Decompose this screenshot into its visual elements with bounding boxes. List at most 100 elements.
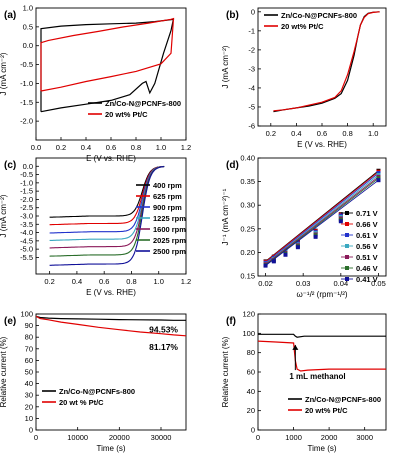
y-tick-label: 0.25 bbox=[240, 224, 255, 233]
y-tick-label: 60 bbox=[25, 356, 33, 365]
y-tick-label: 1.0 bbox=[23, 4, 33, 13]
y-tick-label: 30 bbox=[25, 391, 33, 400]
x-tick-label: 0.8 bbox=[131, 143, 141, 152]
annotation-arrowhead bbox=[292, 344, 299, 350]
legend-label: Zn/Co-N@PCNFs-800 bbox=[59, 387, 135, 396]
x-tick-label: 0.8 bbox=[342, 129, 352, 138]
y-tick-label: -6 bbox=[248, 122, 255, 131]
x-tick-label: 20000 bbox=[109, 433, 130, 442]
y-tick-label: 90 bbox=[25, 321, 33, 330]
y-tick-label: 100 bbox=[20, 310, 33, 319]
y-tick-label: -0.5 bbox=[20, 60, 33, 69]
annotation-label: 1 mL methanol bbox=[289, 372, 345, 381]
series-line bbox=[258, 340, 386, 372]
data-point bbox=[263, 263, 268, 268]
y-tick-label: 0.0 bbox=[23, 41, 33, 50]
y-tick-label: 60 bbox=[247, 368, 255, 377]
y-tick-label: -3.0 bbox=[20, 212, 33, 221]
x-tick-label: 0.6 bbox=[317, 129, 327, 138]
y-tick-label: 40 bbox=[247, 387, 255, 396]
y-tick-label: 0.5 bbox=[23, 22, 33, 31]
legend-label: 1600 rpm bbox=[153, 225, 186, 234]
data-point bbox=[376, 178, 381, 183]
panel-4: (e) 0 10000 20000 30000 0 10 20 30 40 50 60 70 80 90 10… bbox=[0, 310, 187, 453]
panel-3: (d) 0.02 0.03 0.04 0.05 0.15 0.20 0.25 0.30 0.35 0… bbox=[221, 154, 387, 299]
y-tick-label: -1.0 bbox=[20, 178, 33, 187]
legend-label: Zn/Co-N@PCNFs-800 bbox=[281, 11, 357, 20]
x-tick-label: 1.0 bbox=[368, 129, 378, 138]
legend-label: 0.51 V bbox=[356, 253, 378, 262]
x-tick-label: 1.0 bbox=[154, 277, 164, 286]
x-tick-label: 0.0 bbox=[31, 143, 41, 152]
fit-line bbox=[265, 177, 379, 266]
legend-label: 625 rpm bbox=[153, 192, 182, 201]
y-tick-label: -4 bbox=[248, 83, 255, 92]
legend-label: 20 wt% Pt/C bbox=[305, 406, 348, 415]
x-tick-label: 1.2 bbox=[181, 277, 191, 286]
data-point bbox=[338, 219, 343, 224]
legend-label: 0.71 V bbox=[356, 209, 378, 218]
x-tick-label: 0 bbox=[256, 433, 260, 442]
y-tick-label: 0.20 bbox=[240, 248, 255, 257]
x-axis-label: E (V vs. RHE) bbox=[86, 154, 136, 163]
y-tick-label: -2.0 bbox=[20, 117, 33, 126]
data-point bbox=[271, 259, 276, 264]
legend-label: 400 rpm bbox=[153, 181, 182, 190]
x-axis-label: Time (s) bbox=[307, 444, 336, 453]
panel-label: (c) bbox=[4, 160, 16, 171]
data-point bbox=[283, 252, 288, 257]
x-tick-label: 0.02 bbox=[258, 279, 273, 288]
x-tick-label: 3000 bbox=[356, 433, 373, 442]
x-tick-label: 0.05 bbox=[371, 279, 386, 288]
y-tick-label: 120 bbox=[242, 310, 255, 319]
series-line bbox=[40, 17, 175, 92]
series-line bbox=[40, 18, 175, 113]
x-tick-label: 0.2 bbox=[56, 143, 66, 152]
x-tick-label: 0.6 bbox=[106, 143, 116, 152]
y-tick-label: 0.40 bbox=[240, 154, 255, 163]
y-tick-label: -1.0 bbox=[20, 79, 33, 88]
y-tick-label: 10 bbox=[25, 414, 33, 423]
y-tick-label: 0.30 bbox=[240, 201, 255, 210]
y-tick-label: 0.0 bbox=[23, 162, 33, 171]
legend-label: 0.61 V bbox=[356, 231, 378, 240]
y-axis-label: J⁻¹ (mA cm⁻²)⁻¹ bbox=[221, 188, 230, 245]
y-tick-label: -2 bbox=[248, 45, 255, 54]
x-tick-label: 0.6 bbox=[99, 277, 109, 286]
y-tick-label: -5 bbox=[248, 102, 255, 111]
y-tick-label: 0.35 bbox=[240, 177, 255, 186]
series-line bbox=[258, 333, 386, 338]
legend-label: 20 wt% Pt/C bbox=[105, 110, 148, 119]
y-tick-label: 40 bbox=[25, 379, 33, 388]
y-tick-label: -5.5 bbox=[20, 253, 33, 262]
y-axis-label: Relative current (%) bbox=[0, 336, 8, 407]
panel-label: (a) bbox=[4, 10, 16, 21]
x-axis-label: ω⁻¹/² (rpm⁻¹/²) bbox=[296, 290, 347, 299]
panel-2: (c)0.2 0.4 0.6 0.8 1.0 1.2-5.5-5.0-4.5-4.0-3.… bbox=[0, 157, 191, 297]
plot-area bbox=[263, 168, 381, 268]
x-tick-label: 30000 bbox=[151, 433, 172, 442]
series-line bbox=[49, 165, 165, 249]
y-tick-label: -1.5 bbox=[20, 98, 33, 107]
panel-label: (d) bbox=[226, 160, 239, 171]
legend-label: 0.41 V bbox=[356, 275, 378, 284]
data-point bbox=[295, 245, 300, 250]
y-tick-label: -3.5 bbox=[20, 220, 33, 229]
x-tick-label: 1.2 bbox=[181, 143, 191, 152]
legend-label: Zn/Co-N@PCNFs-800 bbox=[105, 99, 181, 108]
y-tick-label: 0 bbox=[251, 7, 255, 16]
x-tick-label: 0 bbox=[34, 433, 38, 442]
plot-area bbox=[273, 11, 380, 113]
x-tick-label: 0.4 bbox=[81, 143, 91, 152]
plot-area bbox=[258, 333, 386, 372]
x-axis-label: E (V vs. RHE) bbox=[86, 288, 136, 297]
legend-label: 0.56 V bbox=[356, 242, 378, 251]
fit-line bbox=[265, 176, 379, 265]
panel-1: (b) 0.2 0.4 0.6 0.8 1.0 -6 -5 -4 -3 -2 -1 0 E (V vs. … bbox=[221, 7, 387, 149]
x-axis-label: E (V vs. RHE) bbox=[297, 140, 347, 149]
series-line bbox=[49, 166, 165, 266]
x-tick-label: 0.04 bbox=[334, 279, 349, 288]
legend-label: 900 rpm bbox=[153, 203, 182, 212]
y-tick-label: 0.15 bbox=[240, 272, 255, 281]
